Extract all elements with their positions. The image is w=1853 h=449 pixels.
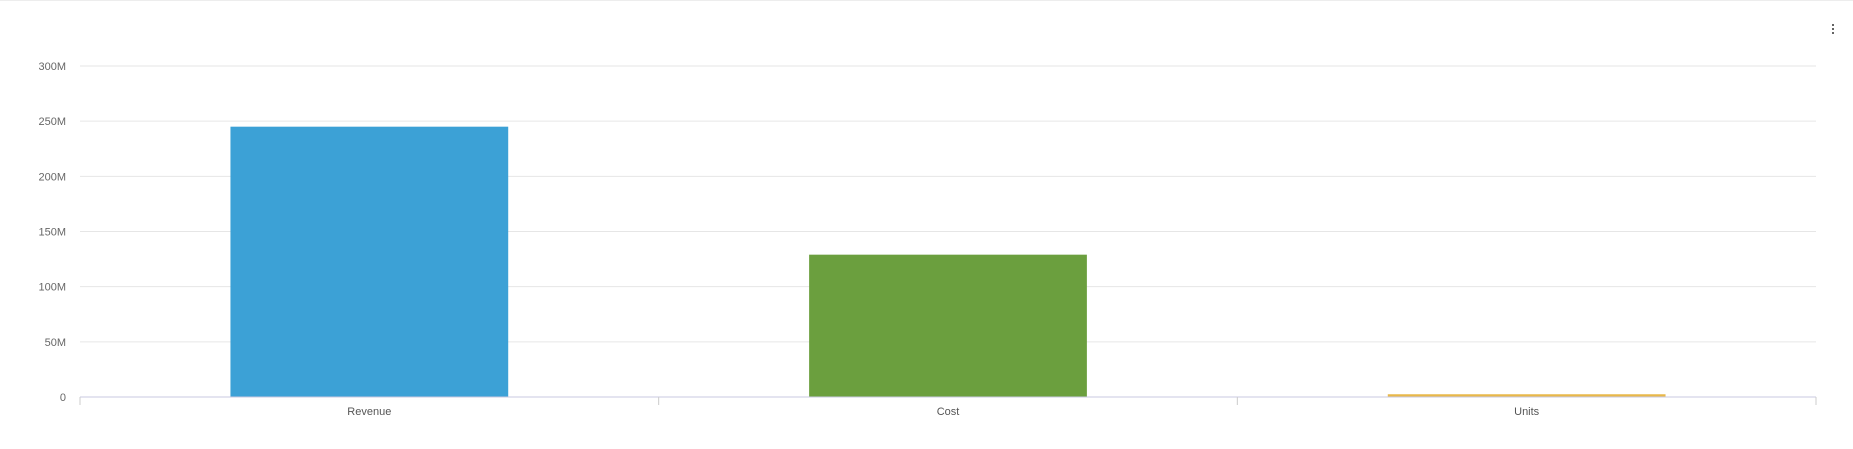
menu-dot-icon (1832, 32, 1834, 34)
bars (230, 126, 1666, 397)
y-axis: 0 50M 100M 150M 200M 250M 300M (38, 61, 66, 404)
x-axis: Revenue Cost Units (79, 396, 1817, 418)
bar-revenue (230, 126, 509, 397)
y-tick-label: 50M (45, 337, 66, 349)
y-tick-label: 150M (38, 227, 66, 239)
y-tick-label: 200M (38, 171, 66, 183)
x-tick-label: Cost (937, 406, 960, 418)
bar-units (1387, 394, 1666, 397)
more-options-button[interactable] (1825, 19, 1841, 39)
y-tick-label: 250M (38, 116, 66, 128)
bar-cost (809, 254, 1087, 397)
menu-dot-icon (1832, 24, 1834, 26)
x-tick-label: Revenue (347, 406, 391, 418)
x-tick-label: Units (1514, 406, 1540, 418)
y-tick-label: 300M (38, 61, 66, 73)
y-tick-label: 100M (38, 282, 66, 294)
y-tick-label: 0 (60, 392, 66, 404)
menu-dot-icon (1832, 28, 1834, 30)
